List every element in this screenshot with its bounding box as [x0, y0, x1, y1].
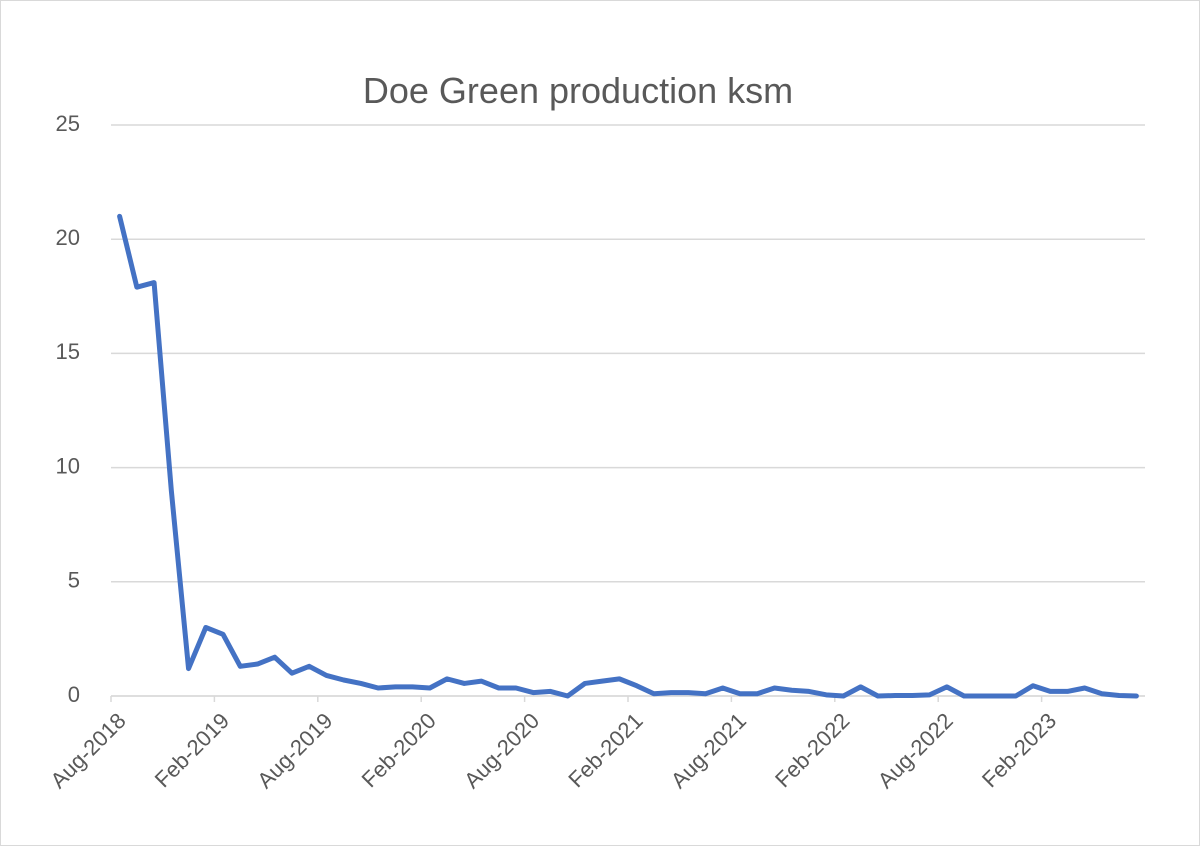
y-tick-label: 20 [56, 225, 80, 250]
y-tick-label: 10 [56, 453, 80, 478]
y-tick-label: 0 [68, 682, 80, 707]
y-tick-label: 25 [56, 111, 80, 136]
chart-title: Doe Green production ksm [363, 70, 793, 111]
data-line [117, 213, 1139, 699]
y-tick-label: 5 [68, 568, 80, 593]
y-tick-label: 15 [56, 339, 80, 364]
